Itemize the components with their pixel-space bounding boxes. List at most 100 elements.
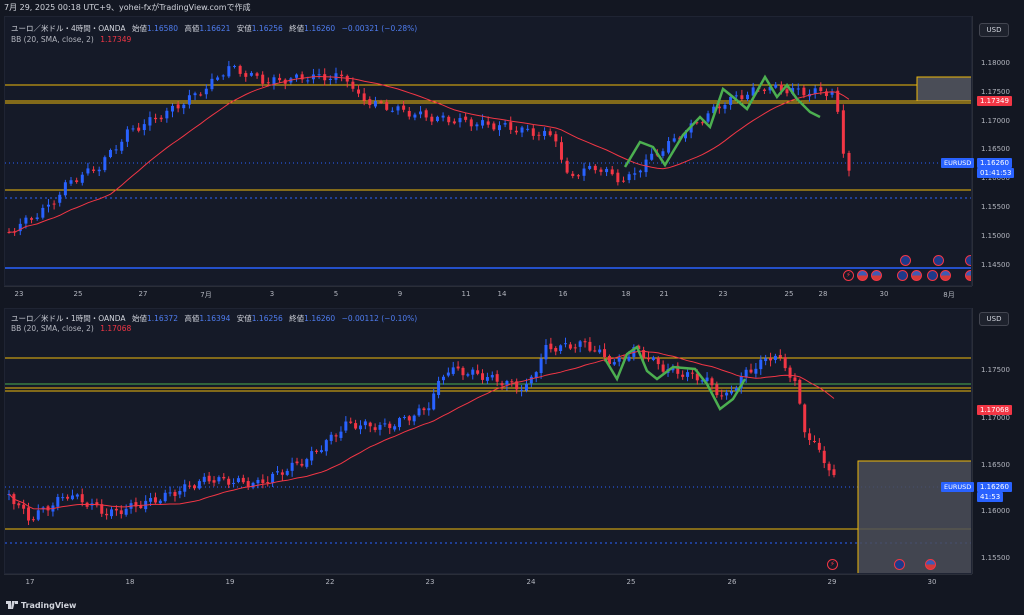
us-flag-event-icon[interactable] [965,270,971,281]
us-flag-event-icon[interactable] [925,559,936,570]
top-time-axis[interactable]: 23 25 27 7月 3 5 9 11 14 16 18 21 23 25 2… [4,286,972,300]
bb-basis-line [8,350,835,510]
top-currency-button[interactable]: USD [979,23,1009,37]
us-flag-event-icon[interactable] [857,270,868,281]
top-bb-price-tag: 1.17349 [977,96,1012,106]
candle [315,450,319,452]
candle [69,180,73,184]
candle [46,506,50,511]
candle [137,127,141,131]
candle [345,75,349,82]
candle [486,121,490,125]
us-flag-event-icon[interactable] [911,270,922,281]
top-symbol-tag: EURUSD [941,158,975,168]
event-icon[interactable] [894,559,905,570]
candle [568,344,572,349]
candle [324,440,328,452]
time-tick: 25 [73,290,83,298]
candle [328,78,332,81]
candle [754,368,758,374]
candle [193,93,197,96]
candle [529,376,533,384]
bottom-high-value: 1.16394 [199,314,231,323]
candle [500,383,504,386]
candle [131,128,135,130]
event-icon[interactable] [900,255,911,266]
candle [464,116,468,120]
candle [749,369,753,373]
candle [832,469,836,476]
time-tick: 18 [125,578,135,586]
candle [612,362,616,365]
candle [430,116,434,122]
candle [385,102,389,110]
candle [290,462,294,471]
tradingview-brand: TradingView [21,601,77,610]
bottom-bb-legend[interactable]: BB (20, SMA, close, 2) 1.17068 [11,324,131,333]
candle [158,500,162,504]
candle [588,341,592,351]
candle [676,365,680,374]
candle [80,174,84,183]
candle [120,141,124,151]
candle [114,149,118,151]
time-tick: 30 [927,578,937,586]
lightning-event-icon[interactable]: ⚡ [827,559,838,570]
candle [841,110,845,154]
top-low-label: 安値 [236,24,252,33]
bottom-price-axis[interactable]: USD 1.17500 1.17000 1.16500 1.16000 1.15… [941,308,1018,574]
candle [695,373,699,381]
candle [667,141,671,153]
event-icon[interactable] [933,255,944,266]
bottom-currency-button[interactable]: USD [979,312,1009,326]
candle [422,408,426,411]
candle [339,431,343,438]
top-high-value: 1.16621 [199,24,231,33]
candle [642,350,646,359]
top-high-label: 高値 [184,24,200,33]
candle [603,349,607,358]
candle [497,125,501,131]
chart-caption: 7月 29, 2025 00:18 UTC+9、yohei-fxがTrading… [4,3,251,12]
candle [451,367,455,374]
bottom-time-axis[interactable]: 17 18 19 22 23 24 25 26 29 30 [4,574,972,588]
bottom-low-label: 安値 [236,314,252,323]
top-plot-area[interactable]: ユーロ／米ドル・4時間・OANDA 始値1.16580 高値1.16621 安値… [4,16,972,286]
top-bb-legend[interactable]: BB (20, SMA, close, 2) 1.17349 [11,35,131,44]
bottom-bb-price-tag: 1.17068 [977,405,1012,415]
bottom-change: −0.00112 (−0.10%) [341,314,418,323]
candle [379,101,383,103]
candle [233,65,237,67]
candle [769,358,773,361]
time-tick: 23 [14,290,24,298]
candle [373,101,377,107]
us-flag-event-icon[interactable] [940,270,951,281]
event-icon[interactable] [897,270,908,281]
bottom-plot-area[interactable]: ユーロ／米ドル・1時間・OANDA 始値1.16372 高値1.16394 安値… [4,308,972,574]
time-tick: 16 [558,290,568,298]
candle [706,113,710,122]
us-flag-event-icon[interactable] [871,270,882,281]
top-chart-pane[interactable]: ユーロ／米ドル・4時間・OANDA 始値1.16580 高値1.16621 安値… [4,16,1020,302]
tradingview-logo[interactable]: TradingView [6,601,76,610]
candle [469,119,473,127]
lightning-event-icon[interactable]: ⚡ [843,270,854,281]
event-icon[interactable] [965,255,971,266]
time-tick: 17 [25,578,35,586]
candle [417,408,421,416]
candle [221,75,225,77]
candle [520,127,524,133]
candle [715,384,719,396]
top-change: −0.00321 (−0.28%) [341,24,418,33]
candle [86,168,90,174]
top-low-value: 1.16256 [251,24,283,33]
candle [125,129,129,142]
candle [52,203,56,205]
candle [681,374,685,377]
top-open-value: 1.16580 [146,24,178,33]
candle [178,490,182,495]
candle [812,440,816,442]
bottom-chart-pane[interactable]: ユーロ／米ドル・1時間・OANDA 始値1.16372 高値1.16394 安値… [4,308,1020,596]
event-icon[interactable] [927,270,938,281]
top-price-axis[interactable]: USD 1.18000 1.17500 1.17000 1.16500 1.16… [941,16,1018,286]
